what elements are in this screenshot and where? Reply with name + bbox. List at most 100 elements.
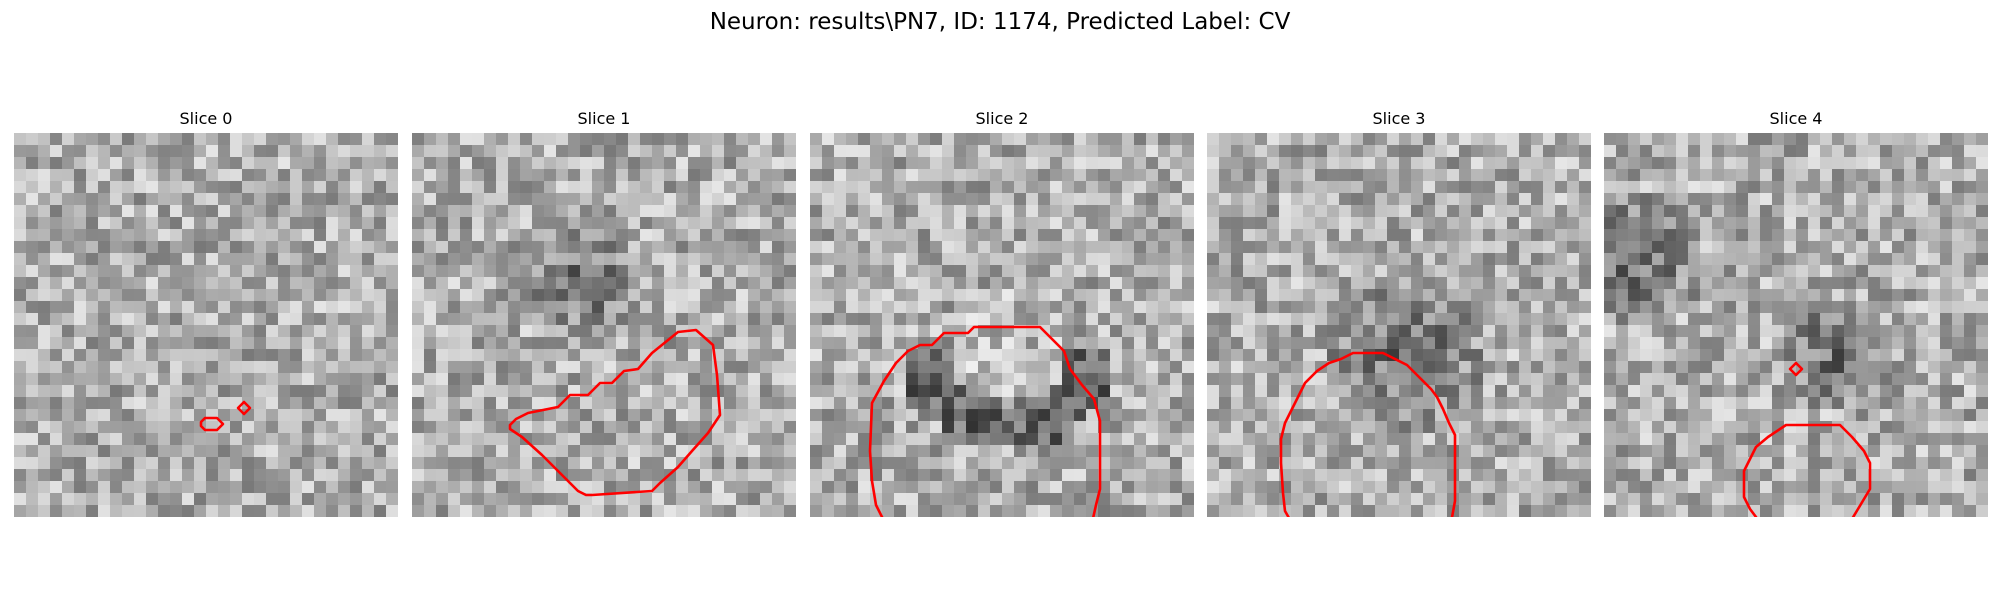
pixel xyxy=(412,457,424,469)
pixel xyxy=(1110,313,1122,325)
pixel xyxy=(1219,325,1231,337)
pixel xyxy=(26,385,38,397)
pixel xyxy=(302,409,314,421)
pixel xyxy=(26,433,38,445)
pixel xyxy=(748,289,760,301)
pixel xyxy=(580,361,592,373)
pixel xyxy=(350,313,362,325)
pixel xyxy=(1423,373,1435,385)
pixel xyxy=(1291,481,1303,493)
pixel xyxy=(146,469,158,481)
pixel xyxy=(1062,313,1074,325)
pixel xyxy=(170,505,182,517)
pixel xyxy=(146,409,158,421)
pixel xyxy=(460,157,472,169)
pixel xyxy=(1231,361,1243,373)
pixel xyxy=(1098,373,1110,385)
pixel xyxy=(1796,349,1808,361)
pixel xyxy=(556,325,568,337)
pixel xyxy=(1531,277,1543,289)
pixel xyxy=(846,325,858,337)
pixel xyxy=(386,253,398,265)
pixel xyxy=(1375,229,1387,241)
pixel xyxy=(1676,265,1688,277)
pixel xyxy=(1399,325,1411,337)
pixel xyxy=(1531,445,1543,457)
pixel xyxy=(338,421,350,433)
pixel xyxy=(1074,205,1086,217)
pixel xyxy=(1567,373,1579,385)
pixel xyxy=(448,169,460,181)
pixel xyxy=(266,253,278,265)
pixel xyxy=(640,433,652,445)
pixel xyxy=(350,241,362,253)
pixel xyxy=(158,313,170,325)
pixel xyxy=(1038,409,1050,421)
pixel xyxy=(1363,445,1375,457)
pixel xyxy=(412,301,424,313)
pixel xyxy=(1952,445,1964,457)
pixel xyxy=(1014,373,1026,385)
pixel xyxy=(1231,445,1243,457)
pixel xyxy=(628,397,640,409)
pixel xyxy=(1724,169,1736,181)
pixel xyxy=(14,457,26,469)
pixel xyxy=(1796,193,1808,205)
pixel xyxy=(1339,301,1351,313)
pixel xyxy=(1976,373,1988,385)
pixel xyxy=(882,385,894,397)
pixel xyxy=(1255,193,1267,205)
pixel xyxy=(736,253,748,265)
pixel xyxy=(1940,421,1952,433)
pixel xyxy=(496,301,508,313)
pixel xyxy=(664,481,676,493)
pixel xyxy=(206,193,218,205)
pixel xyxy=(942,493,954,505)
pixel xyxy=(1327,289,1339,301)
pixel xyxy=(1567,409,1579,421)
pixel xyxy=(1255,181,1267,193)
pixel xyxy=(1712,433,1724,445)
pixel xyxy=(14,409,26,421)
pixel xyxy=(1555,217,1567,229)
pixel xyxy=(1856,421,1868,433)
pixel xyxy=(664,229,676,241)
pixel xyxy=(484,433,496,445)
pixel xyxy=(1375,445,1387,457)
pixel xyxy=(1616,205,1628,217)
pixel xyxy=(652,481,664,493)
pixel xyxy=(1146,373,1158,385)
pixel xyxy=(424,337,436,349)
pixel xyxy=(1098,157,1110,169)
pixel xyxy=(760,397,772,409)
pixel xyxy=(846,157,858,169)
pixel xyxy=(1519,373,1531,385)
pixel xyxy=(350,361,362,373)
pixel xyxy=(712,205,724,217)
pixel xyxy=(484,493,496,505)
pixel xyxy=(1964,325,1976,337)
pixel xyxy=(1339,289,1351,301)
pixel xyxy=(1291,421,1303,433)
pixel xyxy=(1495,217,1507,229)
pixel xyxy=(1122,349,1134,361)
pixel xyxy=(1567,445,1579,457)
pixel xyxy=(1134,421,1146,433)
pixel xyxy=(1339,505,1351,517)
pixel xyxy=(254,277,266,289)
pixel xyxy=(1531,409,1543,421)
pixel xyxy=(1748,205,1760,217)
pixel xyxy=(1375,157,1387,169)
pixel xyxy=(134,229,146,241)
pixel xyxy=(1411,337,1423,349)
pixel xyxy=(1038,361,1050,373)
pixel xyxy=(1664,337,1676,349)
pixel xyxy=(86,445,98,457)
pixel xyxy=(1616,457,1628,469)
pixel xyxy=(628,385,640,397)
pixel xyxy=(882,481,894,493)
pixel xyxy=(748,445,760,457)
pixel xyxy=(1122,205,1134,217)
pixel xyxy=(1158,445,1170,457)
pixel xyxy=(122,313,134,325)
